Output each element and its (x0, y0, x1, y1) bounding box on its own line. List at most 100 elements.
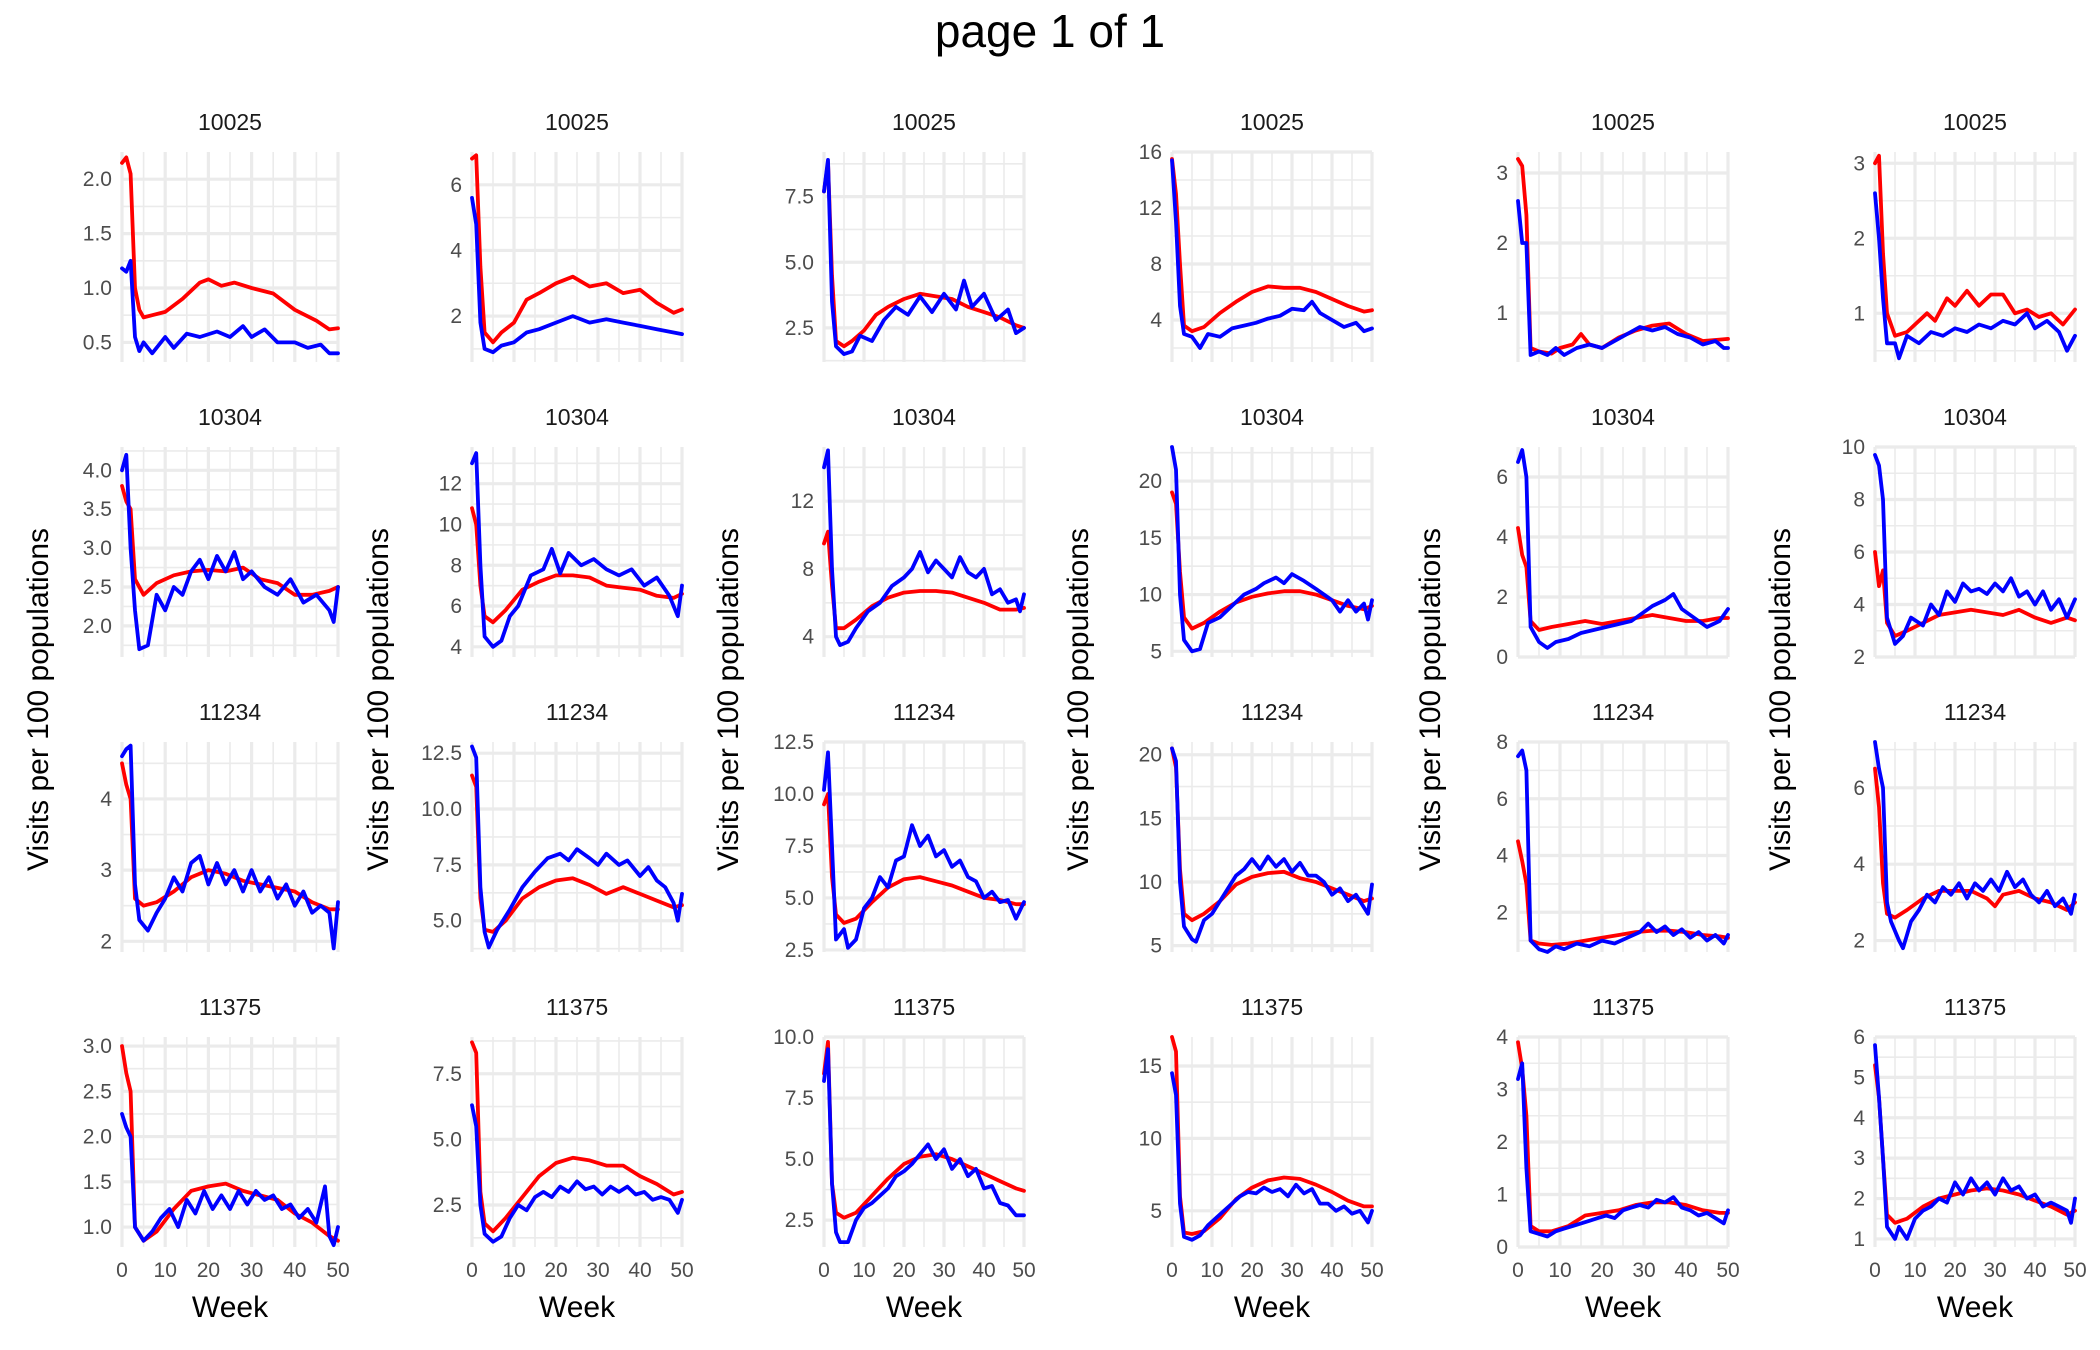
series-line-blue (1516, 1061, 1730, 1239)
y-tick-label: 2.5 (83, 1080, 112, 1103)
series-line-red (1170, 490, 1374, 631)
facet-label: 11234 (546, 699, 608, 725)
facet-panel-r3-c6: 11234 2 4 6 (1853, 699, 2077, 953)
y-tick-label: 5 (1853, 1066, 1865, 1089)
facet-label: 11234 (1944, 699, 2006, 725)
y-tick-label: 16 (1139, 141, 1162, 164)
facet-panel-r4-c3: 11375 2.5 5.0 7.5 10.0 0 10 20 30 40 50 Week (773, 994, 1036, 1324)
x-tick-label: 50 (326, 1259, 349, 1282)
series-line-red (1873, 153, 2077, 338)
series-line-blue (1873, 740, 2077, 951)
minor-gridlines (824, 447, 1024, 657)
y-tick-label: 2 (100, 930, 112, 953)
series-line-blue (120, 258, 340, 356)
series-line-blue (1170, 1071, 1374, 1242)
facet-label: 10304 (892, 404, 956, 430)
x-tick-label: 10 (1548, 1259, 1571, 1282)
y-tick-label: 1 (1496, 1184, 1508, 1207)
x-tick-label: 20 (1590, 1259, 1613, 1282)
page-title: page 1 of 1 (934, 5, 1166, 57)
y-tick-label: 4 (802, 626, 814, 649)
series-line-blue (1170, 445, 1374, 654)
x-tick-label: 10 (1903, 1259, 1926, 1282)
facet-panel-r2-c5: 10304 0 2 4 6 (1496, 404, 1730, 669)
facet-panel-r3-c1: 11234 2 3 4 (100, 699, 340, 953)
facet-panel-r3-c3: 11234 2.5 5.0 7.5 10.0 12.5 (773, 699, 1026, 962)
minor-gridlines (472, 152, 682, 362)
major-gridlines (822, 447, 1026, 657)
minor-gridlines (1875, 742, 2075, 952)
y-tick-label: 5.0 (433, 910, 462, 933)
x-tick-label: 40 (972, 1259, 995, 1282)
y-tick-label: 10.0 (773, 1026, 814, 1049)
major-gridlines (120, 152, 340, 362)
x-tick-label: 0 (116, 1259, 128, 1282)
major-gridlines (470, 447, 684, 657)
x-tick-label: 40 (283, 1259, 306, 1282)
minor-gridlines (122, 152, 338, 362)
x-axis-title: Week (539, 1291, 616, 1324)
y-tick-label: 1.0 (83, 1216, 112, 1239)
x-tick-label: 20 (1240, 1259, 1263, 1282)
facet-label: 11375 (546, 994, 608, 1020)
y-tick-label: 3 (1853, 1147, 1865, 1170)
y-tick-label: 7.5 (433, 854, 462, 877)
y-tick-label: 1 (1853, 302, 1865, 325)
facet-panel-r3-c5: 11234 2 4 6 8 (1496, 699, 1730, 954)
x-axis-title: Week (1937, 1291, 2014, 1324)
x-tick-label: 30 (1632, 1259, 1655, 1282)
minor-gridlines (472, 742, 682, 952)
major-gridlines (1873, 445, 2077, 659)
y-tick-label: 2.0 (83, 168, 112, 191)
y-tick-label: 1.5 (83, 1171, 112, 1194)
y-tick-label: 6 (1496, 788, 1508, 811)
y-tick-label: 8 (1496, 731, 1508, 754)
y-tick-label: 4 (1853, 1107, 1865, 1130)
facet-panel-r2-c6: 10304 2 4 6 8 10 (1842, 404, 2077, 669)
x-tick-label: 0 (1869, 1259, 1881, 1282)
facet-panel-r4-c1: 11375 1.0 1.5 2.0 2.5 3.0 0 10 20 30 40 50 Week (83, 994, 350, 1324)
y-tick-label: 4 (1853, 594, 1865, 617)
minor-gridlines (472, 1037, 682, 1247)
facet-label: 11375 (1944, 994, 2006, 1020)
series-line-red (1170, 157, 1374, 334)
y-tick-label: 15 (1139, 527, 1162, 550)
x-tick-label: 30 (1280, 1259, 1303, 1282)
y-tick-label: 20 (1139, 470, 1162, 493)
y-tick-label: 2.5 (433, 1194, 462, 1217)
x-tick-label: 40 (628, 1259, 651, 1282)
y-tick-label: 10 (1842, 436, 1865, 459)
x-tick-label: 40 (1674, 1259, 1697, 1282)
y-tick-label: 4 (450, 239, 462, 262)
major-gridlines (1170, 742, 1374, 952)
x-tick-label: 50 (1716, 1259, 1739, 1282)
facet-panel-r4-c4: 11375 5 10 15 0 10 20 30 40 50 Week (1139, 994, 1384, 1324)
facet-label: 10025 (545, 109, 609, 135)
y-tick-label: 2.0 (83, 1126, 112, 1149)
y-tick-label: 2.0 (83, 615, 112, 638)
y-tick-label: 3 (1496, 162, 1508, 185)
y-tick-label: 12.5 (773, 731, 814, 754)
x-tick-label: 40 (1320, 1259, 1343, 1282)
major-gridlines (822, 1035, 1026, 1247)
y-tick-label: 7.5 (785, 835, 814, 858)
x-tick-label: 30 (932, 1259, 955, 1282)
y-tick-label: 3 (100, 859, 112, 882)
y-tick-label: 10.0 (421, 798, 462, 821)
x-tick-label: 0 (818, 1259, 830, 1282)
x-tick-label: 20 (197, 1259, 220, 1282)
series-line-red (470, 153, 684, 345)
y-tick-label: 6 (1853, 777, 1865, 800)
y-tick-label: 10.0 (773, 783, 814, 806)
facet-panel-r2-c2: 10304 4 6 8 10 12 (439, 404, 684, 659)
y-tick-label: 1 (1496, 302, 1508, 325)
facet-panel-r4-c6: 11375 1 2 3 4 5 6 0 10 20 30 40 50 Week (1853, 994, 2086, 1324)
y-tick-label: 2 (1496, 1131, 1508, 1154)
y-tick-label: 4 (100, 788, 112, 811)
major-gridlines (1170, 447, 1374, 657)
x-tick-label: 0 (1166, 1259, 1178, 1282)
x-tick-label: 0 (466, 1259, 478, 1282)
facet-label: 11234 (1241, 699, 1303, 725)
series-line-blue (1873, 191, 2077, 361)
series-line-blue (1516, 199, 1730, 357)
